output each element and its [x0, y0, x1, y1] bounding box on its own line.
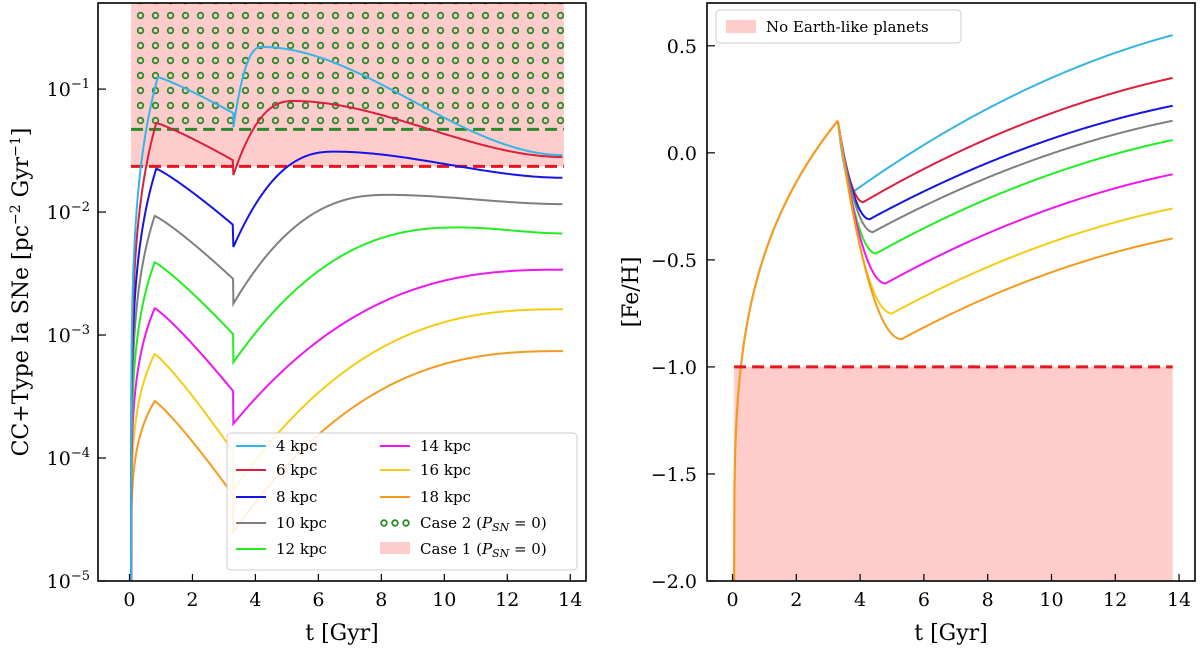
right-x-tick-label: 6: [918, 589, 930, 611]
right-y-tick-label: −1.0: [651, 357, 697, 379]
right-regions: [734, 366, 1173, 581]
right-series-8kpc: [836, 104, 1173, 221]
right-plot-frame: [706, 2, 1196, 582]
left-x-tick-label: 2: [186, 589, 198, 611]
left-panel: 0 2 4 6 8 10 12 14 10−5 10−4 10−3 10−2 1…: [8, 2, 587, 646]
legend-label-4kpc: 4 kpc: [276, 437, 317, 455]
case2-region: [131, 3, 564, 130]
left-x-tick-label: 8: [375, 589, 387, 611]
right-legend: No Earth-like planets: [715, 9, 962, 44]
right-series-14kpc: [836, 120, 1173, 285]
left-plot-frame: [97, 2, 587, 582]
legend-entry-8kpc: 8 kpc: [236, 488, 317, 506]
right-series: [733, 34, 1173, 581]
left-legend: 4 kpc 6 kpc 8 kpc 10 kpc 12 kpc 14 kpc: [226, 432, 578, 571]
left-x-ticks: 0 2 4 6 8 10 12 14: [123, 574, 582, 611]
no-earth-region: [734, 366, 1173, 581]
legend-label-case2: Case 2 (PSN = 0): [420, 514, 547, 534]
right-y-axis-title: [Fe/H]: [619, 257, 644, 328]
right-y-ticks: −2.0 −1.5 −1.0 −0.5 0.0 0.5: [651, 36, 715, 593]
legend-swatch-case2: [380, 519, 410, 527]
legend-label-14kpc: 14 kpc: [420, 437, 471, 455]
left-series-12kpc: [130, 226, 563, 581]
right-x-tick-label: 0: [726, 589, 738, 611]
legend-entry-10kpc: 10 kpc: [236, 514, 327, 532]
right-x-axis-title: t [Gyr]: [914, 621, 988, 646]
legend-entry-16kpc: 16 kpc: [380, 461, 471, 479]
right-x-tick-label: 12: [1103, 589, 1127, 611]
legend-entry-18kpc: 18 kpc: [380, 488, 471, 506]
left-series-4kpc: [130, 45, 563, 581]
legend-label-no-earth: No Earth-like planets: [766, 18, 929, 36]
right-series-12kpc: [836, 120, 1173, 255]
left-y-tick-label: 10−1: [47, 77, 90, 101]
left-x-tick-label: 6: [312, 589, 324, 611]
legend-swatch-case1: [380, 542, 410, 554]
legend-label-10kpc: 10 kpc: [276, 514, 327, 532]
right-series-4kpc: [836, 34, 1173, 193]
right-y-tick-label: 0.5: [667, 36, 697, 58]
left-y-ticks: 10−5 10−4 10−3 10−2 10−1: [47, 77, 106, 593]
left-series-14kpc: [130, 268, 564, 581]
left-series-8kpc: [130, 150, 563, 581]
right-x-tick-label: 14: [1167, 589, 1191, 611]
legend-swatch-no-earth: [726, 20, 756, 33]
left-x-tick-label: 0: [123, 589, 135, 611]
legend-entry-4kpc: 4 kpc: [236, 437, 317, 455]
right-y-tick-label: −1.5: [651, 464, 697, 486]
left-legend-box: [226, 432, 578, 571]
right-legend-box: [715, 9, 962, 44]
left-y-axis-title: CC+Type Ia SNe [pc−2 Gyr−1]: [8, 128, 34, 457]
left-threshold-lines: [131, 127, 564, 168]
right-series-16kpc: [836, 120, 1173, 315]
right-y-tick-label: 0.0: [667, 143, 697, 165]
left-y-tick-label: 10−5: [47, 569, 90, 593]
left-y-tick-label: 10−3: [47, 323, 90, 347]
left-y-tick-label: 10−2: [47, 200, 90, 224]
right-x-tick-label: 4: [854, 589, 866, 611]
left-series-10kpc: [130, 193, 563, 581]
right-y-tick-label: −0.5: [651, 250, 697, 272]
right-panel: 0 2 4 6 8 10 12 14 −2.0 −1.5 −1.0 −0.5 0…: [619, 2, 1196, 646]
legend-label-8kpc: 8 kpc: [276, 488, 317, 506]
left-x-tick-label: 12: [495, 589, 519, 611]
legend-entry-6kpc: 6 kpc: [236, 461, 317, 479]
left-x-axis-title: t [Gyr]: [305, 621, 379, 646]
right-y-tick-label: −2.0: [651, 571, 697, 593]
legend-entry-12kpc: 12 kpc: [236, 540, 327, 558]
left-series-6kpc: [130, 99, 563, 581]
left-regions: [131, 3, 564, 167]
right-series-10kpc: [836, 119, 1173, 234]
legend-label-12kpc: 12 kpc: [276, 540, 327, 558]
right-x-tick-label: 10: [1039, 589, 1063, 611]
right-x-tick-label: 2: [790, 589, 802, 611]
left-y-tick-label: 10−4: [47, 446, 90, 470]
left-x-tick-label: 14: [558, 589, 582, 611]
legend-entry-case1: Case 1 (PSN = 0): [380, 540, 547, 560]
legend-label-18kpc: 18 kpc: [420, 488, 471, 506]
legend-label-case1: Case 1 (PSN = 0): [420, 540, 547, 560]
right-series-18kpc: [836, 120, 1173, 341]
left-series: [130, 45, 564, 581]
legend-entry-14kpc: 14 kpc: [380, 437, 471, 455]
legend-label-6kpc: 6 kpc: [276, 461, 317, 479]
left-x-tick-label: 10: [432, 589, 456, 611]
legend-entry-case2: Case 2 (PSN = 0): [380, 514, 547, 534]
legend-label-16kpc: 16 kpc: [420, 461, 471, 479]
right-x-tick-label: 8: [982, 589, 994, 611]
right-x-ticks: 0 2 4 6 8 10 12 14: [726, 574, 1191, 611]
left-x-tick-label: 4: [249, 589, 261, 611]
right-rise-curve: [733, 120, 839, 581]
right-series-6kpc: [836, 76, 1173, 204]
